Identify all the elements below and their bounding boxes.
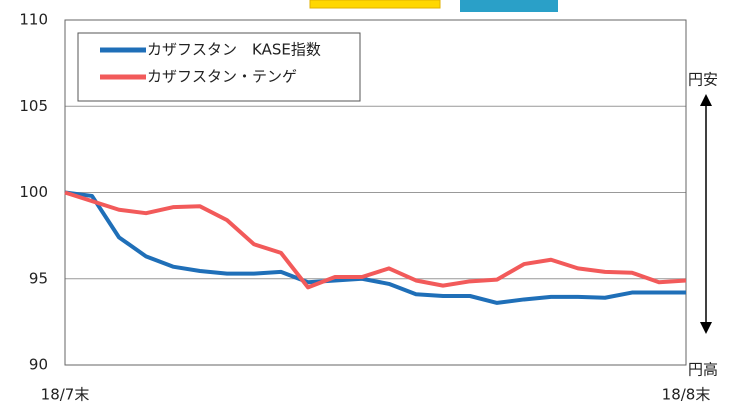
- x-tick-label: 18/7末: [41, 386, 90, 404]
- x-tick-label: 18/8末: [662, 386, 711, 404]
- annotation: 円安: [688, 71, 718, 89]
- legend-label: カザフスタン・テンゲ: [147, 68, 297, 86]
- y-tick-label: 110: [19, 11, 48, 29]
- y-tick-label: 105: [19, 97, 48, 115]
- series-line: [64, 190, 687, 290]
- decoration: [309, 0, 441, 9]
- legend-box: [77, 32, 361, 102]
- plot-area: 90 95 100 105 110 18/7末 18/8末 カザフスタン KASE指数カザフス…: [19, 11, 710, 404]
- series-line: [64, 190, 686, 305]
- y-tick-label: 90: [29, 356, 48, 374]
- decoration: [460, 0, 558, 12]
- annotation: 円高: [688, 361, 718, 379]
- y-tick-label: 95: [29, 269, 48, 287]
- legend-label: カザフスタン KASE指数: [147, 41, 321, 59]
- y-tick-label: 100: [19, 183, 48, 201]
